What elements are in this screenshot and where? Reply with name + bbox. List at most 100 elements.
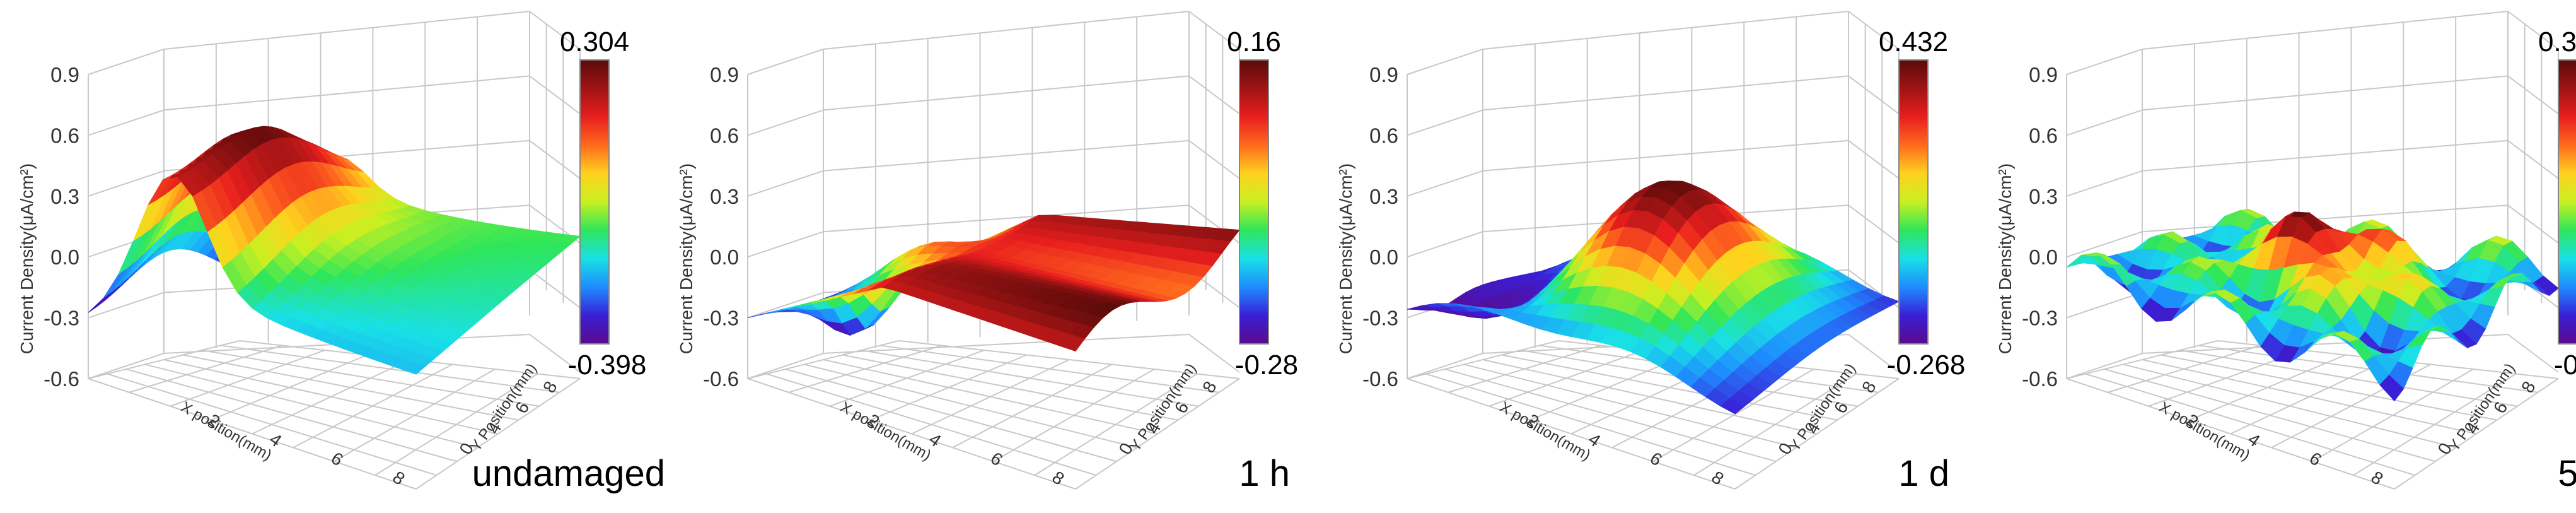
surface-panel: 0.9 0.6 0.3 0.0 -0.3 -0.6 Current Density(μA/c… [1995,11,2576,494]
z-tick-label: -0.3 [2022,307,2058,330]
z-tick-label: 0.0 [710,245,739,269]
grid-line [2142,204,2509,233]
grid-line [415,378,581,490]
grid-line [1188,11,1240,50]
z-tick-label: 0.9 [2029,63,2058,86]
grid-line [993,369,1155,463]
grid-line [1501,354,1838,421]
floor-grid [747,340,1240,490]
grid-line [823,359,1158,435]
grid-line [163,75,530,111]
colorbar [579,59,610,345]
surface-facet [2066,254,2091,268]
z-tick-label: 0.6 [1369,124,1398,147]
grid-line [823,334,1190,354]
grid-line [1407,353,1483,379]
grid-line [88,49,165,75]
grid-line [2198,345,2538,393]
grid-line [842,354,1178,421]
colorbar-max-label: 0.432 [1879,27,1948,57]
surface-panel: 0.9 0.6 0.3 0.0 -0.3 -0.6 Current Density(μA/c… [17,11,665,494]
grid-line [1482,75,1849,111]
grid-line [747,292,824,319]
grid-line [1075,378,1240,490]
grid-line [2066,353,2143,379]
x-axis-title: X position(mm) [2156,398,2253,464]
z-tick-label: 0.6 [710,124,739,147]
z-tick-label: 0.3 [1369,185,1398,208]
x-axis-title: X position(mm) [178,398,274,464]
grid-line [88,109,165,136]
grid-line [1407,109,1483,136]
colorbar-max-label: 0.328 [2538,27,2576,57]
grid-line [747,231,824,258]
grid-line [2353,373,2517,476]
surface-facet [88,292,112,313]
z-tick-label: 0.3 [2029,185,2058,208]
grid-line [747,170,824,197]
surface-panel: 0.9 0.6 0.3 0.0 -0.3 -0.6 Current Density(μA/c… [1336,11,1965,494]
grid-line [1407,170,1483,197]
grid-line [201,350,540,407]
grid-line [2394,378,2559,490]
grid-line [2066,109,2143,136]
grid-line [1848,334,1900,373]
z-tick-label: -0.6 [2022,367,2058,391]
grid-line [1188,334,1240,373]
surface-facet [1407,305,1431,310]
surface-mesh [88,126,581,375]
grid-line [529,140,581,179]
grid-line [88,292,165,319]
grid-line [334,369,496,463]
x-axis-title: X position(mm) [1497,398,1593,464]
grid-line [1482,139,1849,172]
grid-line [952,363,1112,449]
z-tick-label: 0.0 [2029,245,2058,269]
surface-panel: 0.9 0.6 0.3 0.0 -0.3 -0.6 Current Density(μA/c… [676,11,1298,494]
grid-line [220,345,560,393]
colorbar-min-label: -0.268 [1887,350,1966,380]
grid-line [1407,231,1483,258]
back-wall-grid [2066,11,2559,379]
grid-line [1482,359,1818,435]
colorbar-max-label: 0.304 [560,27,629,57]
colorbar-min-label: -0.28 [1235,350,1298,380]
z-tick-label: 0.9 [50,63,79,86]
grid-line [1034,373,1198,476]
grid-line [163,359,499,435]
surface-facet [747,311,772,319]
grid-line [1848,204,1900,244]
grid-line [293,363,453,449]
grid-line [529,269,581,309]
grid-line [1848,75,1900,115]
z-tick-label: 0.6 [2029,124,2058,147]
grid-line [1848,140,1900,179]
z-tick-label: -0.3 [1362,307,1398,330]
z-tick-label: 0.9 [710,63,739,86]
colorbar [2558,59,2576,345]
grid-line [2142,334,2509,354]
grid-line [747,49,824,75]
grid-line [1848,11,1900,50]
grid-line [2179,350,2518,407]
colorbar-min-label: -0.398 [568,350,647,380]
panel-label: undamaged [472,453,665,494]
grid-line [2066,49,2143,75]
grid-line [823,204,1190,233]
grid-line [823,139,1190,172]
z-tick-label: 0.6 [50,124,79,147]
grid-line [1482,11,1849,50]
grid-line [1693,373,1857,476]
grid-line [374,373,538,476]
z-tick-label: 0.0 [50,245,79,269]
grid-line [1734,378,1900,490]
z-axis-title: Current Density(μA/cm²) [676,163,696,354]
grid-line [823,11,1190,50]
grid-line [2066,231,2143,258]
z-axis-title: Current Density(μA/cm²) [17,163,37,354]
grid-line [2142,11,2509,50]
surface-mesh [1407,180,1900,415]
panel-label: 1 h [1239,453,1290,494]
grid-line [2142,75,2509,111]
grid-line [2142,359,2477,435]
